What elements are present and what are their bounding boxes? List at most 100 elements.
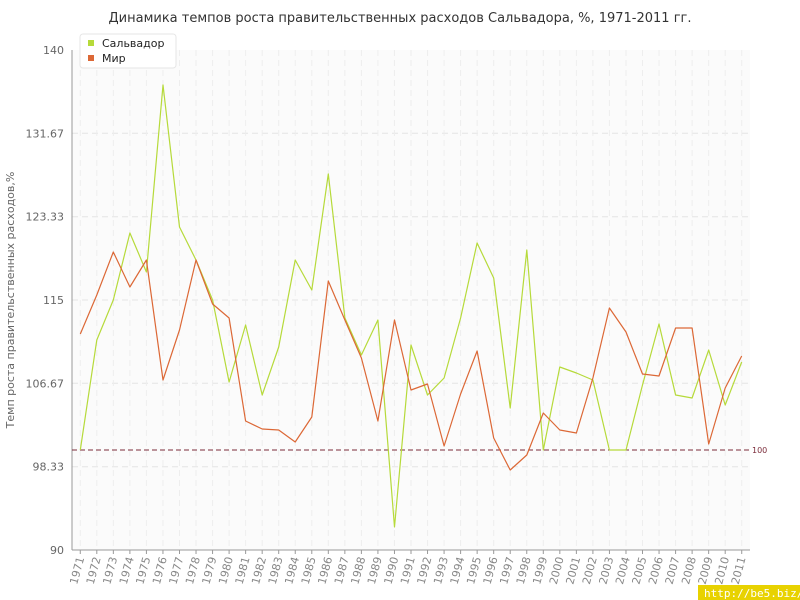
data-point-0[interactable] [574,371,578,375]
series-line-0 [79,84,743,528]
data-point-0[interactable] [277,345,281,349]
x-tick-label: 2011 [729,555,749,585]
y-tick-label: 90 [50,544,64,557]
data-point-1[interactable] [723,386,727,390]
data-point-0[interactable] [624,448,628,452]
y-tick-label: 140 [43,44,64,57]
data-point-1[interactable] [707,442,711,446]
data-point-1[interactable] [293,440,297,444]
data-point-0[interactable] [442,376,446,380]
data-point-1[interactable] [227,316,231,320]
y-axis-ticks: 90 98.33 106.67 115 123.33 131.67 140 [26,44,65,557]
data-point-1[interactable] [558,428,562,432]
data-point-0[interactable] [78,448,82,452]
y-tick-label: 123.33 [26,211,65,224]
series-group [78,83,744,529]
data-point-1[interactable] [508,468,512,472]
data-point-0[interactable] [508,406,512,410]
data-point-0[interactable] [641,383,645,387]
data-point-0[interactable] [376,318,380,322]
data-point-1[interactable] [161,378,165,382]
data-point-1[interactable] [409,388,413,392]
data-point-0[interactable] [177,225,181,229]
data-point-0[interactable] [558,365,562,369]
data-point-1[interactable] [574,431,578,435]
data-point-1[interactable] [376,419,380,423]
data-point-1[interactable] [359,356,363,360]
data-point-0[interactable] [475,241,479,245]
data-point-1[interactable] [310,415,314,419]
data-point-1[interactable] [607,306,611,310]
legend-swatch-world [88,55,94,61]
legend-swatch-salvador [88,40,94,46]
data-point-0[interactable] [260,393,264,397]
data-point-0[interactable] [392,525,396,529]
data-point-1[interactable] [525,453,529,457]
chart-title: Динамика темпов роста правительственных … [109,11,692,26]
data-point-1[interactable] [211,302,215,306]
data-point-0[interactable] [111,298,115,302]
data-point-0[interactable] [740,360,744,364]
data-point-0[interactable] [244,323,248,327]
data-point-0[interactable] [459,316,463,320]
data-point-1[interactable] [194,258,198,262]
data-point-1[interactable] [740,354,744,358]
data-point-1[interactable] [442,444,446,448]
data-point-1[interactable] [111,250,115,254]
data-point-1[interactable] [475,349,479,353]
data-point-1[interactable] [78,332,82,336]
y-tick-label: 98.33 [33,461,65,474]
data-point-0[interactable] [607,448,611,452]
reference-line-group: 100 [72,446,767,455]
data-point-1[interactable] [244,419,248,423]
data-point-0[interactable] [227,380,231,384]
data-point-0[interactable] [95,338,99,342]
data-point-0[interactable] [426,393,430,397]
data-point-1[interactable] [591,376,595,380]
data-point-0[interactable] [492,276,496,280]
data-point-1[interactable] [624,330,628,334]
data-point-0[interactable] [723,403,727,407]
data-point-0[interactable] [525,248,529,252]
data-point-1[interactable] [674,326,678,330]
y-tick-label: 115 [43,294,64,307]
y-tick-label: 106.67 [26,377,65,390]
data-point-1[interactable] [459,392,463,396]
data-point-1[interactable] [657,374,661,378]
legend-label-salvador: Сальвадор [102,37,164,50]
data-point-1[interactable] [690,326,694,330]
grid [72,50,750,550]
data-point-1[interactable] [128,285,132,289]
data-point-0[interactable] [690,396,694,400]
data-point-0[interactable] [128,231,132,235]
watermark-bg [698,585,800,600]
series-line-1 [79,251,743,471]
data-point-1[interactable] [95,293,99,297]
data-point-1[interactable] [260,427,264,431]
data-point-0[interactable] [310,288,314,292]
data-point-1[interactable] [541,411,545,415]
data-point-0[interactable] [657,322,661,326]
data-point-1[interactable] [492,436,496,440]
reference-label: 100 [752,446,767,455]
data-point-1[interactable] [392,318,396,322]
data-point-0[interactable] [161,83,165,87]
data-point-1[interactable] [641,372,645,376]
y-axis-label: Темп роста правительственных расходов,% [4,172,17,430]
data-point-1[interactable] [277,428,281,432]
data-point-0[interactable] [541,448,545,452]
x-axis-ticks: 1971197219731974197519761977197819791980… [67,550,749,586]
data-point-1[interactable] [426,382,430,386]
data-point-1[interactable] [144,258,148,262]
data-point-0[interactable] [326,172,330,176]
data-point-0[interactable] [293,258,297,262]
data-point-1[interactable] [343,318,347,322]
data-point-0[interactable] [409,343,413,347]
data-point-0[interactable] [707,348,711,352]
watermark[interactable]: http://be5.biz/ [704,587,800,600]
legend-label-world: Мир [102,52,126,65]
data-point-1[interactable] [177,328,181,332]
data-point-1[interactable] [326,279,330,283]
data-point-0[interactable] [674,393,678,397]
